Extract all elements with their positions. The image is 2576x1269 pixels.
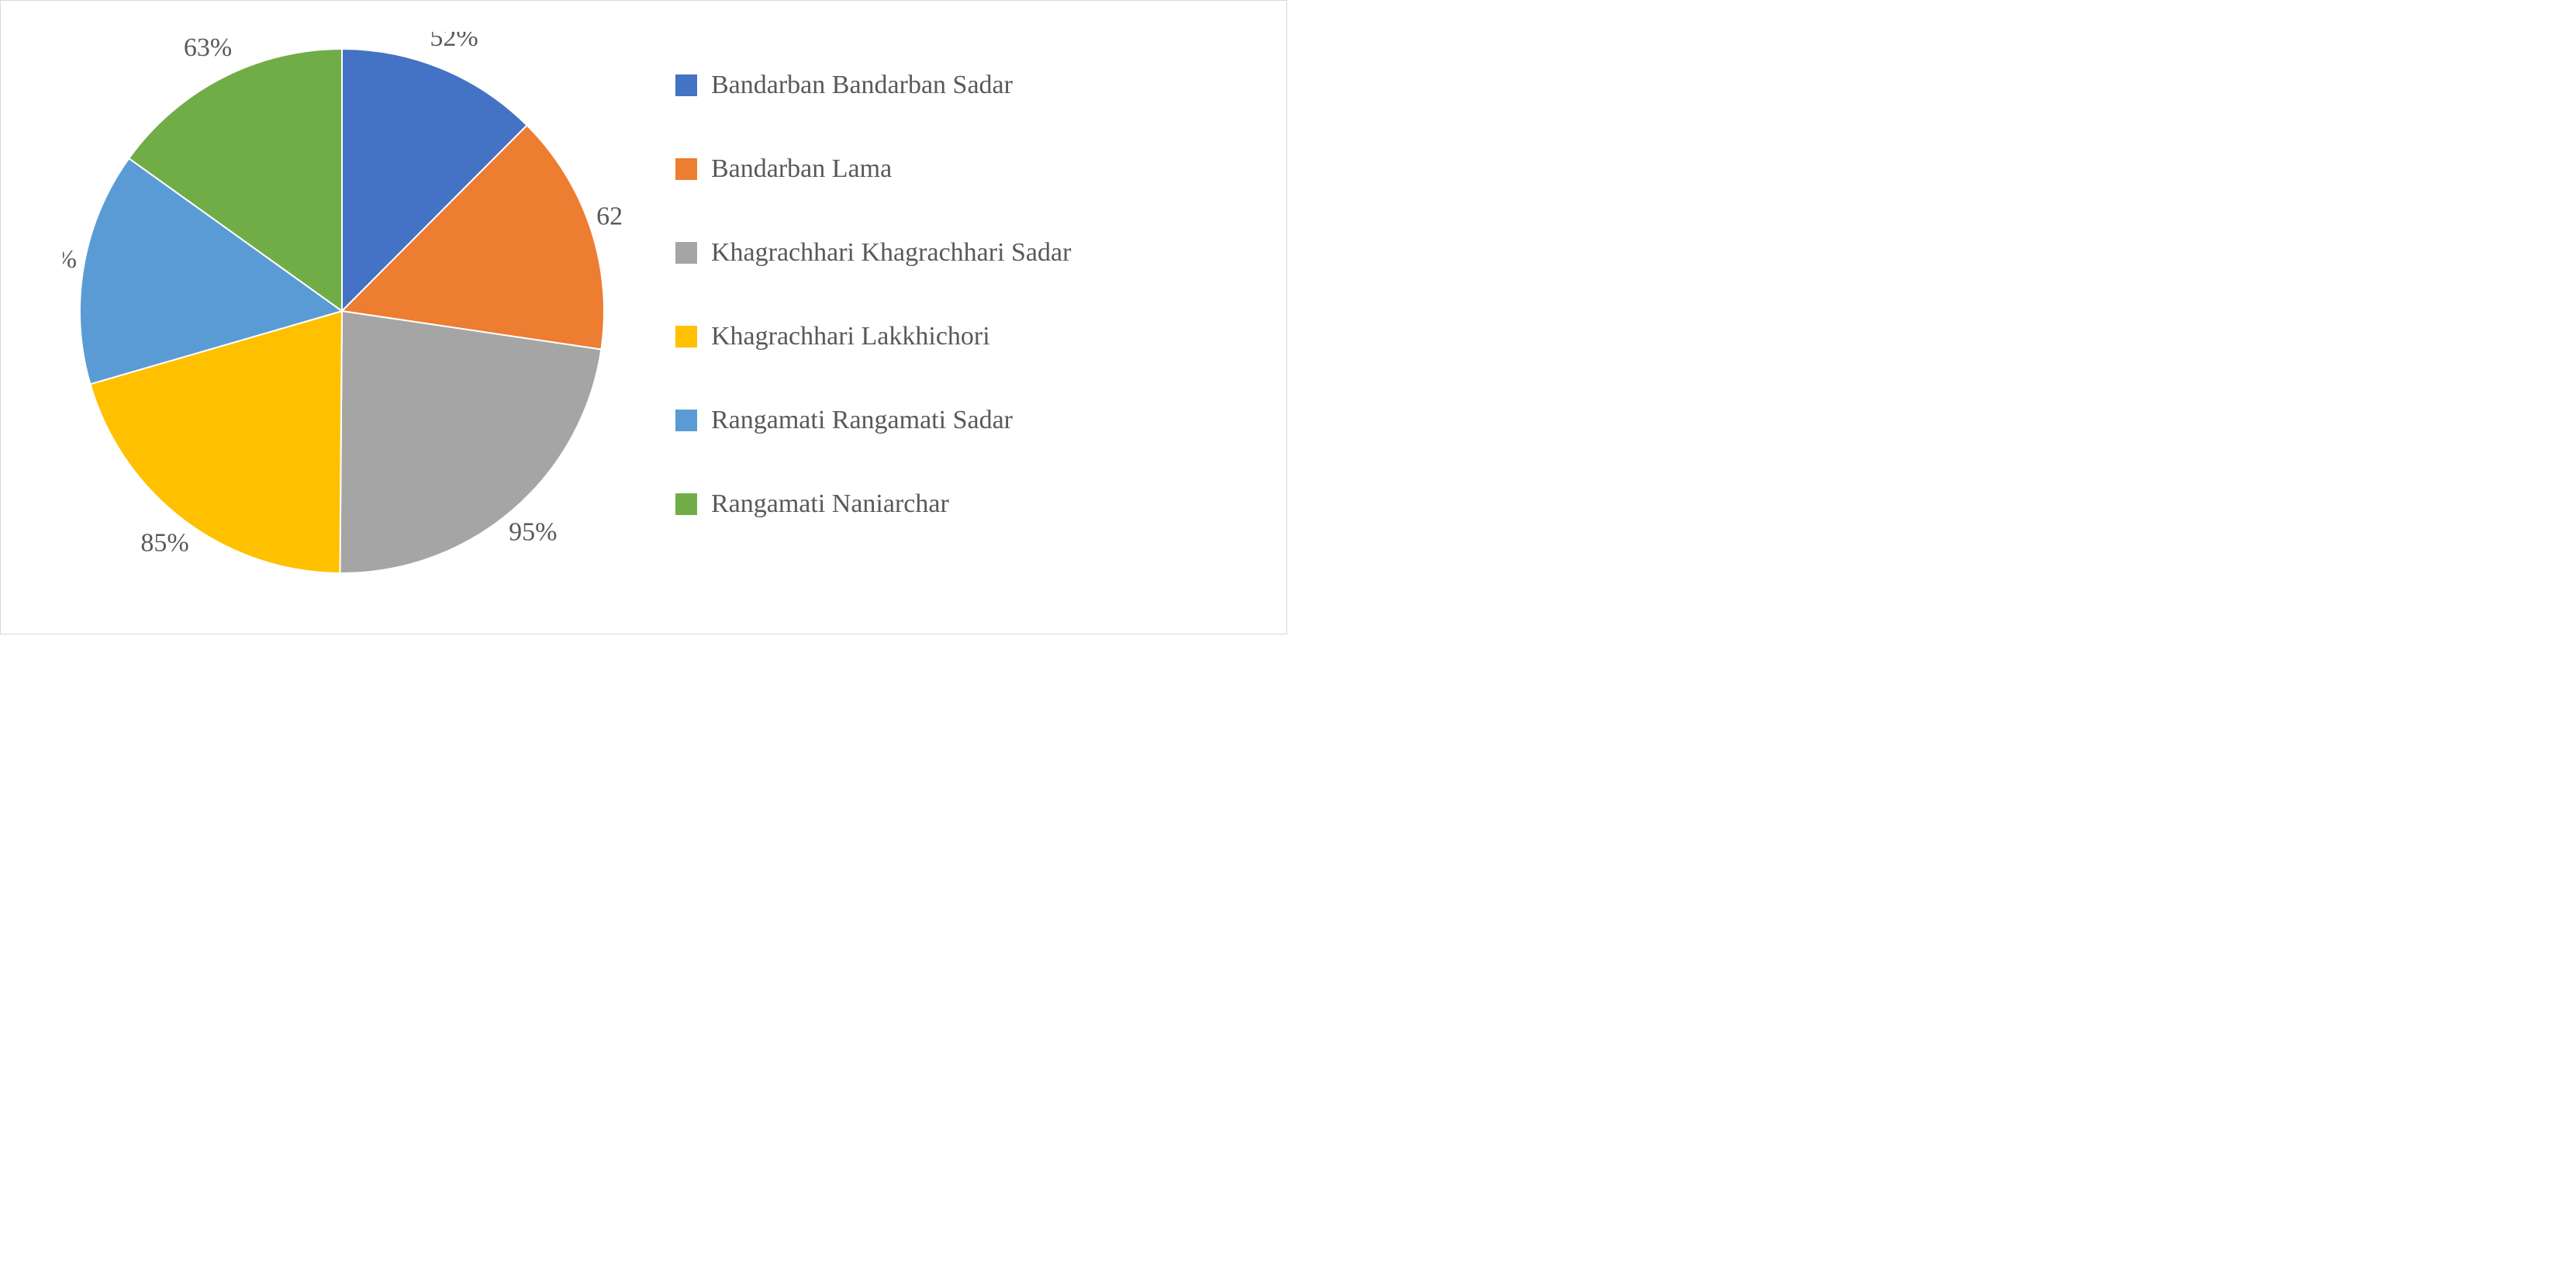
legend-item: Bandarban Lama: [675, 154, 1071, 184]
legend-item: Khagrachhari Lakkhichori: [675, 322, 1071, 351]
slice-label: 63%: [184, 33, 232, 62]
legend-swatch: [675, 493, 697, 515]
pie-svg: 52% 62% 95% 85% 60% 63%: [63, 32, 621, 590]
pie-chart: 52% 62% 95% 85% 60% 63%: [63, 32, 621, 590]
legend-item: Rangamati Naniarchar: [675, 489, 1071, 519]
legend: Bandarban Bandarban Sadar Bandarban Lama K…: [675, 71, 1071, 519]
legend-label: Rangamati Rangamati Sadar: [711, 406, 1013, 435]
legend-label: Rangamati Naniarchar: [711, 489, 949, 519]
slice-label: 85%: [140, 529, 188, 558]
legend-swatch: [675, 326, 697, 348]
slice-label: 60%: [63, 245, 77, 274]
slice-label: 95%: [509, 517, 557, 546]
legend-label: Bandarban Bandarban Sadar: [711, 71, 1013, 100]
slice-label: 52%: [430, 32, 478, 52]
slice-label: 62%: [596, 202, 621, 231]
legend-swatch: [675, 74, 697, 96]
legend-label: Khagrachhari Lakkhichori: [711, 322, 990, 351]
legend-label: Bandarban Lama: [711, 154, 892, 184]
legend-item: Bandarban Bandarban Sadar: [675, 71, 1071, 100]
pie-slice: [340, 311, 601, 573]
legend-swatch: [675, 242, 697, 264]
pie-chart-frame: 52% 62% 95% 85% 60% 63% Bandarban Bandarban S…: [0, 0, 1287, 634]
legend-item: Khagrachhari Khagrachhari Sadar: [675, 238, 1071, 268]
legend-item: Rangamati Rangamati Sadar: [675, 406, 1071, 435]
legend-swatch: [675, 158, 697, 180]
legend-swatch: [675, 410, 697, 431]
legend-label: Khagrachhari Khagrachhari Sadar: [711, 238, 1071, 268]
